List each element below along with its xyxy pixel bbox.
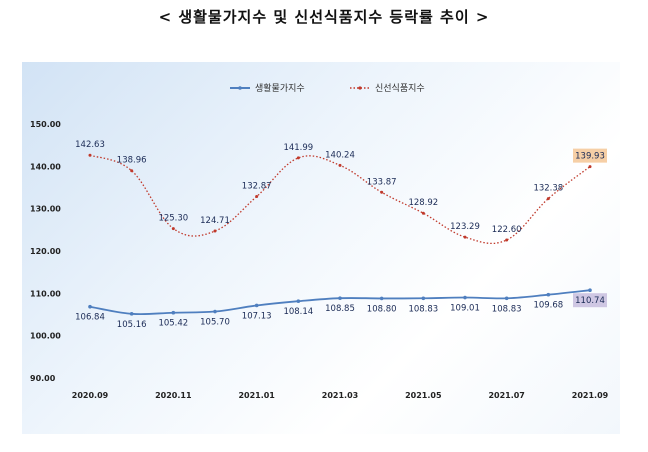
data-point xyxy=(380,190,384,194)
data-label: 108.83 xyxy=(408,304,438,314)
legend-label-living: 생활물가지수 xyxy=(255,82,305,94)
series-lines xyxy=(88,153,592,316)
data-point xyxy=(88,304,92,309)
data-label: 140.24 xyxy=(325,150,355,160)
data-point xyxy=(463,295,467,300)
highlight-box xyxy=(573,148,607,163)
y-tick-label: 90.00 xyxy=(30,374,56,383)
data-point xyxy=(296,156,300,160)
data-point xyxy=(588,288,592,293)
x-tick-label: 2020.11 xyxy=(155,391,192,400)
data-point xyxy=(546,197,550,201)
data-point xyxy=(338,296,342,301)
data-label: 105.42 xyxy=(158,319,188,329)
y-tick-label: 120.00 xyxy=(30,247,61,256)
highlight-box xyxy=(573,293,607,308)
data-point xyxy=(379,296,384,301)
data-label: 125.30 xyxy=(158,214,188,224)
data-point xyxy=(255,195,259,199)
y-tick-label: 150.00 xyxy=(30,120,61,129)
data-point xyxy=(213,229,217,233)
data-label: 123.29 xyxy=(450,222,480,232)
data-point xyxy=(171,310,176,315)
data-point xyxy=(546,292,551,297)
x-tick-label: 2021.07 xyxy=(488,391,524,400)
x-tick-label: 2020.09 xyxy=(72,391,109,400)
data-label: 124.71 xyxy=(200,216,230,226)
data-point xyxy=(88,153,92,157)
data-label: 110.74 xyxy=(575,296,605,306)
data-point xyxy=(588,165,592,169)
data-label: 139.93 xyxy=(575,152,605,162)
y-tick-label: 110.00 xyxy=(30,289,61,298)
x-tick-label: 2021.09 xyxy=(572,391,609,400)
chart-panel: 90.00 100.00 110.00 120.00 130.00 140.00 150.0… xyxy=(22,62,620,434)
x-tick-label: 2021.01 xyxy=(238,391,275,400)
data-point xyxy=(130,169,134,173)
data-point xyxy=(504,296,509,301)
data-label: 122.60 xyxy=(492,225,522,235)
data-label: 132.87 xyxy=(242,182,272,192)
chart-axes: 90.00 100.00 110.00 120.00 130.00 140.00 150.0… xyxy=(30,120,609,400)
legend-label-fresh: 신선식품지수 xyxy=(375,83,425,94)
data-point xyxy=(421,211,425,215)
data-point xyxy=(338,163,342,167)
data-point xyxy=(463,235,467,239)
data-point xyxy=(296,299,301,304)
y-tick-label: 130.00 xyxy=(30,205,61,214)
page-title: < 생활물가지수 및 신선식품지수 등락률 추이 > xyxy=(158,8,490,26)
highlight-boxes xyxy=(573,148,607,308)
data-label: 107.13 xyxy=(242,311,272,321)
data-point xyxy=(421,296,426,301)
data-point xyxy=(254,303,259,308)
data-label: 105.70 xyxy=(200,318,230,328)
data-label: 138.96 xyxy=(117,156,147,166)
y-tick-label: 140.00 xyxy=(30,162,61,171)
line-chart: 90.00 100.00 110.00 120.00 130.00 140.00 150.0… xyxy=(30,82,609,400)
chart-legend: 생활물가지수 신선식품지수 xyxy=(230,82,425,94)
data-label: 108.80 xyxy=(367,304,397,314)
y-tick-label: 100.00 xyxy=(30,332,61,341)
data-labels: 106.84 105.16 105.42 105.70 107.13 108.14 108.… xyxy=(75,140,605,330)
data-label: 109.01 xyxy=(450,304,480,314)
data-point xyxy=(505,238,509,242)
data-label: 108.83 xyxy=(492,304,522,314)
data-label: 141.99 xyxy=(283,143,313,153)
legend-marker-fresh xyxy=(358,86,362,90)
data-label: 132.38 xyxy=(533,184,563,194)
data-point xyxy=(213,309,217,314)
data-label: 108.85 xyxy=(325,304,355,314)
x-tick-label: 2021.03 xyxy=(322,391,358,400)
legend-marker-living xyxy=(238,86,242,90)
data-label: 108.14 xyxy=(283,307,313,317)
data-label: 105.16 xyxy=(117,320,147,330)
data-label: 106.84 xyxy=(75,313,105,323)
data-label: 128.92 xyxy=(408,198,438,208)
data-label: 109.68 xyxy=(533,301,563,311)
x-tick-label: 2021.05 xyxy=(405,391,442,400)
data-point xyxy=(171,227,175,231)
data-point xyxy=(129,312,134,316)
data-label: 133.87 xyxy=(367,177,397,187)
data-label: 142.63 xyxy=(75,140,105,150)
